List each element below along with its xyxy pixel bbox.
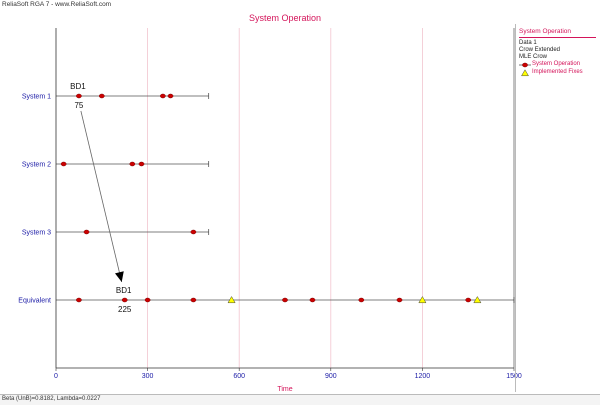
failure-point — [83, 229, 90, 235]
failure-point — [358, 297, 365, 303]
row-label: System 1 — [22, 94, 51, 101]
system-rows: System 1 System 2 System 3 Equivalent — [18, 93, 515, 305]
legend-data-label: Data 1 — [519, 40, 537, 46]
failure-point — [76, 93, 82, 99]
legend-item-label: Implemented Fixes — [532, 69, 583, 75]
failure-point — [282, 297, 288, 303]
failure-point — [98, 93, 105, 99]
failure-point — [129, 161, 136, 167]
x-tick-label: 0 — [54, 373, 58, 380]
failure-point — [60, 161, 67, 167]
axes — [55, 28, 515, 371]
annotation-arrow — [80, 110, 124, 283]
legend-title: System Operation — [519, 28, 572, 35]
legend-item-label: System Operation — [532, 61, 581, 67]
failure-point — [160, 93, 166, 99]
annotation-value: 225 — [118, 305, 132, 314]
x-tick-label: 1200 — [415, 373, 431, 380]
failure-point — [121, 297, 128, 303]
row-label: Equivalent — [18, 298, 51, 305]
status-bar: Beta (UnB)=0.8182, Lambda=0.0227 — [0, 394, 600, 405]
legend-model-label: Crow Extended — [519, 47, 561, 53]
failure-point — [190, 229, 197, 235]
x-tick-label: 300 — [142, 373, 154, 380]
legend-item-system-operation: System Operation — [519, 61, 599, 69]
annotation-label: BD1 — [116, 286, 132, 295]
x-tick-labels: 0 300 600 900 1200 1500 — [54, 373, 522, 380]
x-axis-label: Time — [277, 386, 292, 393]
row-label: System 2 — [22, 162, 51, 169]
x-tick-label: 1500 — [506, 373, 522, 380]
failure-point — [465, 297, 472, 303]
legend-method-label: MLE Crow — [519, 54, 548, 60]
failure-point — [167, 93, 174, 99]
arrow-shaft — [80, 110, 123, 283]
legend-item-implemented-fixes: Implemented Fixes — [519, 69, 599, 77]
annotations: BD1 75 BD1 225 — [70, 82, 132, 314]
annotation-label: BD1 — [70, 82, 86, 91]
status-text: Beta (UnB)=0.8182, Lambda=0.0227 — [2, 396, 101, 402]
fix-point — [418, 295, 427, 304]
failure-point — [190, 297, 197, 303]
failure-point — [144, 297, 151, 303]
yellow-triangle-icon — [521, 69, 529, 77]
app-title: ReliaSoft RGA 7 - www.ReliaSoft.com — [2, 1, 112, 8]
legend-panel: System Operation Data 1 Crow Extended ML… — [515, 24, 599, 392]
annotation-value: 75 — [74, 101, 83, 110]
failure-point — [76, 297, 82, 303]
failure-point — [396, 297, 403, 303]
legend-separator — [519, 37, 596, 38]
row-label: System 3 — [22, 230, 51, 237]
x-tick-label: 900 — [325, 373, 337, 380]
failure-point — [309, 297, 316, 303]
red-circle-icon — [519, 62, 531, 68]
fix-point — [473, 295, 482, 304]
grid-lines — [147, 28, 423, 368]
chart-title: System Operation — [249, 13, 321, 23]
failure-point — [138, 161, 145, 167]
fix-point — [227, 295, 236, 304]
arrow-head — [115, 271, 124, 282]
x-tick-label: 600 — [233, 373, 245, 380]
